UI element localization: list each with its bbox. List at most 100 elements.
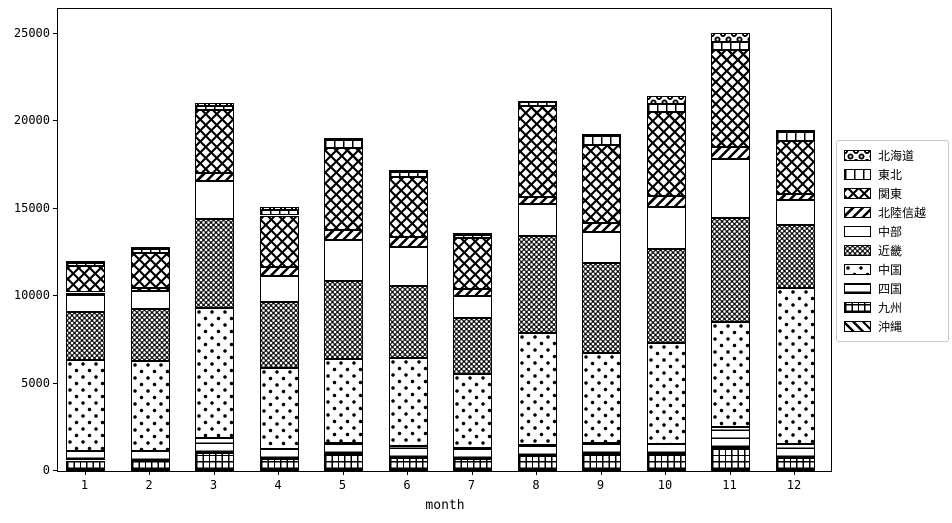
x-tick-mark	[794, 471, 795, 475]
bar-segment-四国	[388, 445, 428, 458]
legend-item-中部: 中部	[844, 222, 941, 241]
bar-segment-四国	[66, 451, 105, 461]
legend-label: 中部	[878, 225, 903, 239]
bar-segment-北陸信越	[259, 267, 299, 276]
bar-segment-中部	[130, 290, 170, 310]
legend-item-沖縄: 沖縄	[844, 317, 941, 336]
legend-swatch--hatch-icon	[844, 226, 871, 237]
legend-swatch-o-hatch-icon	[844, 150, 871, 161]
bar-segment-北海道	[646, 96, 686, 104]
x-tick-label: 4	[274, 478, 282, 492]
x-tick-mark	[84, 471, 86, 475]
bar-segment-近畿	[324, 281, 363, 359]
bar-segment-東北	[646, 103, 686, 113]
legend-label: 北陸信越	[878, 206, 927, 220]
bar-segment-沖縄	[388, 470, 428, 473]
bar-segment-北陸信越	[324, 229, 363, 240]
bar-segment-北陸信越	[517, 197, 557, 205]
bar-segment-北海道	[130, 246, 170, 250]
bar-segment-北海道	[66, 261, 105, 264]
bar-segment-東北	[775, 132, 815, 141]
legend-label: 東北	[878, 168, 903, 182]
x-tick-mark	[278, 471, 279, 475]
bar-segment-中部	[582, 231, 621, 264]
bar-segment-中国	[711, 322, 750, 428]
legend-swatch-.-hatch-icon	[844, 264, 871, 275]
bar-segment-東北	[582, 136, 621, 145]
bar-segment-北陸信越	[453, 289, 492, 296]
x-tick-mark	[342, 471, 344, 475]
x-tick-mark	[471, 471, 473, 475]
bar-segment-沖縄	[646, 470, 686, 473]
bar-segment-沖縄	[259, 470, 299, 473]
bar-segment-沖縄	[775, 470, 815, 473]
bar-segment-北陸信越	[646, 195, 686, 208]
legend-label: 九州	[878, 301, 903, 315]
x-tick-mark	[536, 471, 537, 475]
legend-label: 関東	[878, 187, 903, 201]
bar-segment-中国	[517, 332, 557, 445]
bar-segment-北海道	[711, 33, 750, 43]
bar-segment-中国	[453, 374, 492, 448]
y-tick-mark	[53, 32, 57, 34]
bar-segment-九州	[195, 453, 234, 470]
legend-item-東北: 東北	[844, 165, 941, 184]
bar-segment-四国	[259, 449, 299, 460]
bar-segment-四国	[195, 437, 234, 454]
bar-month-7	[453, 9, 492, 473]
bar-segment-九州	[453, 459, 492, 471]
bar-segment-近畿	[195, 218, 234, 309]
x-tick-mark	[600, 471, 602, 475]
x-tick-mark	[407, 471, 408, 475]
bar-segment-中国	[646, 342, 686, 445]
bar-segment-関東	[66, 265, 105, 293]
bar-segment-中部	[646, 207, 686, 250]
bar-segment-中国	[259, 367, 299, 450]
bar-segment-中部	[711, 158, 750, 219]
legend-swatch-xx-hatch-icon	[844, 188, 871, 199]
bar-segment-近畿	[517, 235, 557, 333]
bar-segment-中部	[259, 275, 299, 303]
bar-segment-九州	[711, 447, 750, 470]
x-tick-label: 3	[209, 478, 218, 492]
y-tick-label: 20000	[13, 113, 50, 127]
legend-item-近畿: 近畿	[844, 241, 941, 260]
legend-item-九州: 九州	[844, 298, 941, 317]
bar-segment-関東	[582, 144, 621, 224]
bar-segment-近畿	[775, 224, 815, 289]
bar-segment-中国	[324, 358, 363, 443]
x-tick-label: 11	[722, 478, 737, 492]
bar-segment-関東	[711, 50, 750, 148]
bar-segment-九州	[259, 459, 299, 471]
bar-month-8	[517, 9, 557, 472]
y-tick-mark	[53, 295, 57, 296]
bar-segment-中部	[195, 181, 234, 219]
bar-segment-中部	[324, 239, 363, 282]
bar-month-2	[130, 9, 170, 473]
bar-segment-北海道	[195, 103, 234, 106]
bar-segment-近畿	[388, 285, 428, 358]
bar-segment-近畿	[259, 302, 299, 368]
legend-swatch-//-hatch-icon	[844, 207, 871, 218]
legend-swatch-\-hatch-icon	[844, 321, 871, 332]
x-tick-mark	[729, 471, 731, 475]
bar-month-12	[775, 9, 815, 473]
bar-segment-北海道	[582, 133, 621, 137]
bar-segment-中国	[775, 288, 815, 445]
bar-segment-北海道	[324, 138, 363, 141]
legend-item-関東: 関東	[844, 184, 941, 203]
bar-segment-関東	[259, 215, 299, 268]
bar-segment-中部	[66, 295, 105, 313]
bar-segment-沖縄	[324, 470, 363, 473]
y-tick-label: 25000	[13, 25, 50, 40]
legend-swatch---hatch-icon	[844, 283, 871, 294]
x-tick-mark	[213, 471, 215, 475]
x-tick-label: 5	[338, 478, 347, 492]
bar-segment-沖縄	[517, 469, 557, 472]
bar-segment-北海道	[775, 130, 815, 133]
bar-segment-北海道	[453, 233, 492, 236]
y-tick-mark	[53, 470, 57, 471]
bar-segment-中国	[130, 360, 170, 451]
bar-segment-九州	[646, 453, 686, 471]
